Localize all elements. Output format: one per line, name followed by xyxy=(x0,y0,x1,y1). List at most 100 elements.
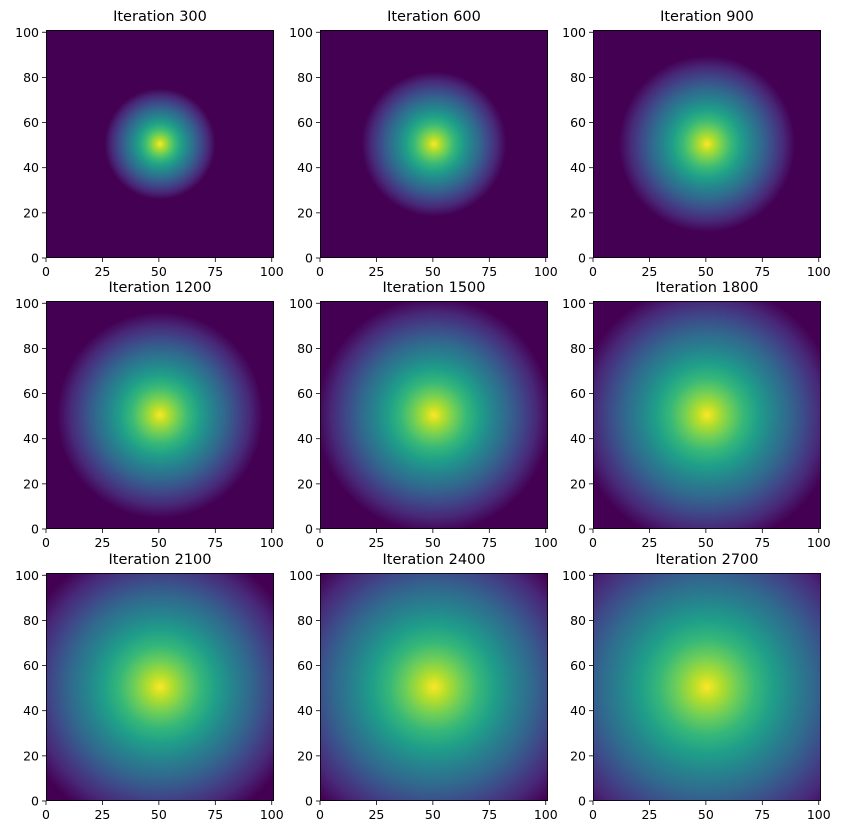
y-tick-label: 20 xyxy=(570,205,586,220)
panel-title: Iteration 900 xyxy=(660,9,754,25)
y-tick-label: 60 xyxy=(23,658,39,673)
x-tick-label: 100 xyxy=(260,535,284,550)
axes-frame xyxy=(320,573,548,801)
heatmap-panel: Iteration 2100 0 25 50 75 100 0 20 40 60 80 100 xyxy=(15,552,284,822)
y-tick-label: 100 xyxy=(562,296,586,311)
y-tick-label: 80 xyxy=(570,70,586,85)
heatmap-field xyxy=(593,573,821,801)
y-tick-label: 100 xyxy=(289,296,313,311)
axes-frame xyxy=(593,573,821,801)
y-tick-label: 60 xyxy=(570,386,586,401)
y-tick-label: 100 xyxy=(15,25,39,40)
x-tick-label: 75 xyxy=(207,807,223,822)
x-tick-label: 100 xyxy=(260,264,284,279)
heatmap-field xyxy=(320,573,548,801)
y-tick-label: 40 xyxy=(297,431,313,446)
x-tick-label: 0 xyxy=(589,535,597,550)
x-tick-label: 100 xyxy=(534,264,558,279)
y-tick-label: 60 xyxy=(23,386,39,401)
x-tick-label: 50 xyxy=(425,807,441,822)
x-tick-label: 0 xyxy=(42,264,50,279)
heatmap-panel: Iteration 600 0 25 50 75 100 0 20 40 60 80 100 xyxy=(289,9,558,279)
heatmap-panel: Iteration 1800 0 25 50 75 100 0 20 40 60 80 100 xyxy=(562,280,831,550)
x-tick-label: 75 xyxy=(207,535,223,550)
y-tick-label: 80 xyxy=(297,341,313,356)
heatmap-field xyxy=(46,30,274,258)
heatmap-panel: Iteration 2700 0 25 50 75 100 0 20 40 60 80 100 xyxy=(562,552,831,822)
y-tick-label: 0 xyxy=(578,522,586,537)
heatmap-panel: Iteration 2400 0 25 50 75 100 0 20 40 60 80 100 xyxy=(289,552,558,822)
x-tick-label: 50 xyxy=(698,535,714,550)
y-tick-label: 60 xyxy=(297,115,313,130)
x-tick-label: 50 xyxy=(151,807,167,822)
x-tick-label: 75 xyxy=(207,264,223,279)
y-tick-label: 100 xyxy=(289,568,313,583)
panel-title: Iteration 1800 xyxy=(655,280,758,296)
axes-frame xyxy=(593,30,821,258)
heatmap-field xyxy=(320,30,548,258)
heatmap-field xyxy=(593,301,821,529)
panel-title: Iteration 2700 xyxy=(655,552,758,568)
x-tick-label: 0 xyxy=(42,535,50,550)
x-tick-label: 75 xyxy=(481,264,497,279)
x-tick-label: 100 xyxy=(807,807,831,822)
heatmap-panel: Iteration 900 0 25 50 75 100 0 20 40 60 80 100 xyxy=(562,9,831,279)
y-tick-label: 80 xyxy=(23,70,39,85)
y-tick-label: 100 xyxy=(562,568,586,583)
y-tick-label: 60 xyxy=(297,658,313,673)
x-tick-label: 100 xyxy=(260,807,284,822)
x-tick-label: 50 xyxy=(698,807,714,822)
y-tick-label: 0 xyxy=(305,251,313,266)
y-tick-label: 80 xyxy=(23,613,39,628)
x-tick-label: 25 xyxy=(368,535,384,550)
y-tick-label: 20 xyxy=(23,748,39,763)
y-tick-label: 40 xyxy=(23,703,39,718)
axes-frame xyxy=(46,573,274,801)
panel-title: Iteration 600 xyxy=(387,9,481,25)
panel-title: Iteration 1200 xyxy=(108,280,211,296)
heatmap-field xyxy=(46,301,274,529)
y-tick-label: 100 xyxy=(562,25,586,40)
x-tick-label: 0 xyxy=(42,807,50,822)
x-tick-label: 25 xyxy=(641,807,657,822)
panel-title: Iteration 2400 xyxy=(382,552,485,568)
x-tick-label: 100 xyxy=(807,535,831,550)
y-tick-label: 20 xyxy=(570,748,586,763)
x-tick-label: 100 xyxy=(807,264,831,279)
x-tick-label: 75 xyxy=(754,264,770,279)
x-tick-label: 25 xyxy=(368,807,384,822)
x-tick-label: 0 xyxy=(316,264,324,279)
heatmap-panel: Iteration 300 0 25 50 75 100 0 20 40 60 80 100 xyxy=(15,9,284,279)
y-tick-label: 60 xyxy=(23,115,39,130)
panel-title: Iteration 1500 xyxy=(382,280,485,296)
x-tick-label: 75 xyxy=(754,535,770,550)
y-tick-label: 0 xyxy=(305,794,313,809)
y-tick-label: 20 xyxy=(570,476,586,491)
heatmap-field xyxy=(320,301,548,529)
heatmap-field xyxy=(593,30,821,258)
x-tick-label: 50 xyxy=(425,535,441,550)
y-tick-label: 20 xyxy=(297,476,313,491)
heatmap-panel: Iteration 1500 0 25 50 75 100 0 20 40 60 80 100 xyxy=(289,280,558,550)
x-tick-label: 50 xyxy=(425,264,441,279)
x-tick-label: 0 xyxy=(589,264,597,279)
y-tick-label: 40 xyxy=(23,160,39,175)
y-tick-label: 60 xyxy=(570,115,586,130)
y-tick-label: 60 xyxy=(570,658,586,673)
y-tick-label: 40 xyxy=(297,160,313,175)
y-tick-label: 40 xyxy=(297,703,313,718)
axes-frame xyxy=(46,301,274,529)
x-tick-label: 0 xyxy=(316,535,324,550)
y-tick-label: 100 xyxy=(289,25,313,40)
y-tick-label: 40 xyxy=(570,703,586,718)
x-tick-label: 25 xyxy=(641,535,657,550)
y-tick-label: 100 xyxy=(15,568,39,583)
x-tick-label: 0 xyxy=(316,807,324,822)
y-tick-label: 60 xyxy=(297,386,313,401)
y-tick-label: 0 xyxy=(578,251,586,266)
x-tick-label: 25 xyxy=(94,807,110,822)
y-tick-label: 80 xyxy=(297,70,313,85)
axes-frame xyxy=(46,30,274,258)
y-tick-label: 20 xyxy=(23,205,39,220)
